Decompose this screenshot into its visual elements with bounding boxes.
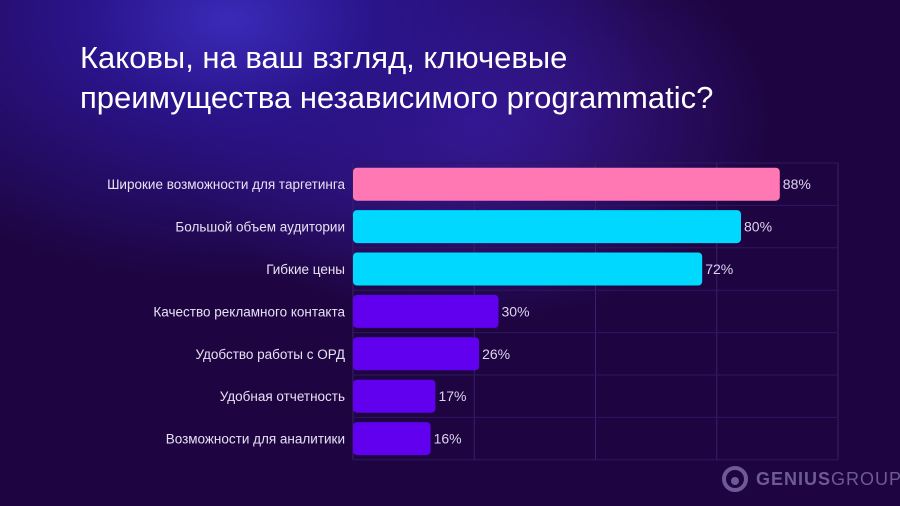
data-label: 72% (705, 261, 733, 277)
bar (353, 210, 741, 244)
category-label: Возможности для аналитики (166, 432, 345, 447)
data-label: 16% (434, 431, 462, 447)
title-line-1: Каковы, на ваш взгляд, ключевые (80, 40, 568, 75)
bar (353, 252, 703, 286)
category-label: Удобство работы с ОРД (195, 347, 345, 362)
bar (353, 294, 499, 328)
logo-icon (722, 466, 748, 492)
data-label: 88% (783, 176, 811, 192)
genius-group-logo: GENIUSGROUP (722, 466, 900, 492)
category-label: Удобная отчетность (220, 389, 345, 404)
bar (353, 422, 431, 456)
logo-text-light: GROUP (831, 468, 900, 489)
title-line-2: преимущества независимого programmatic? (80, 80, 714, 115)
data-label: 26% (482, 346, 510, 362)
category-label: Широкие возможности для таргетинга (107, 177, 345, 192)
page-title: Каковы, на ваш взгляд, ключевые преимуще… (80, 38, 880, 118)
data-label: 80% (744, 219, 772, 235)
category-label: Качество рекламного контакта (153, 304, 345, 319)
logo-text-bold: GENIUS (756, 468, 832, 489)
bar (353, 167, 780, 201)
data-label: 17% (438, 388, 466, 404)
data-label: 30% (502, 303, 530, 319)
bar (353, 379, 436, 413)
category-label: Большой объем аудитории (175, 220, 345, 235)
category-label: Гибкие цены (266, 262, 345, 277)
bar (353, 337, 480, 371)
